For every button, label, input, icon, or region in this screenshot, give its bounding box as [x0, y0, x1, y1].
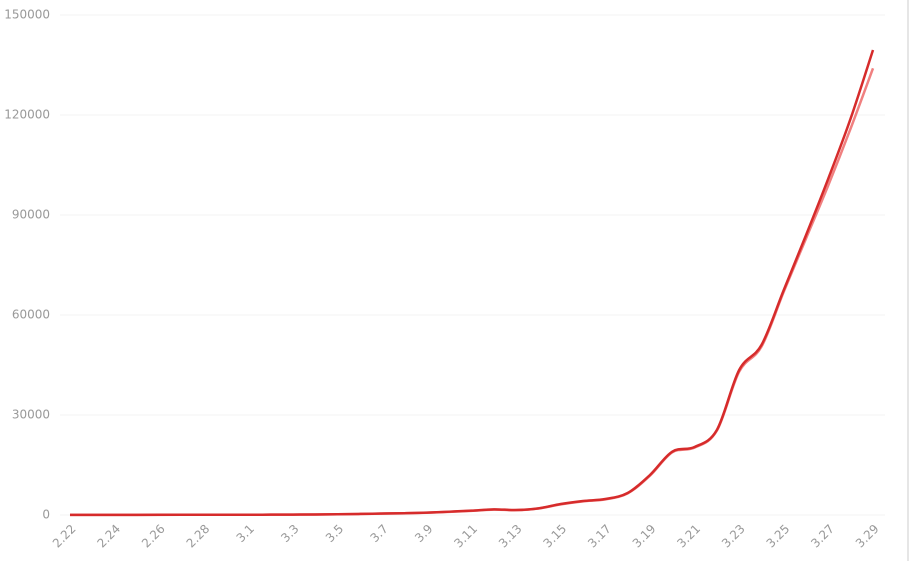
x-tick-label: 3.11 [451, 522, 480, 551]
x-tick-label: 3.17 [585, 522, 614, 551]
x-tick-label: 3.27 [808, 522, 837, 551]
series-line [69, 49, 875, 517]
y-tick-label: 150000 [4, 8, 50, 22]
y-tick-label: 60000 [12, 308, 50, 322]
x-tick-label: 2.22 [50, 522, 79, 551]
y-tick-label: 30000 [12, 408, 50, 422]
y-tick-label: 90000 [12, 208, 50, 222]
y-tick-label: 120000 [4, 108, 50, 122]
x-tick-label: 3.13 [496, 522, 525, 551]
x-tick-label: 3.15 [541, 522, 570, 551]
x-tick-label: 2.26 [139, 522, 168, 551]
x-tick-label: 3.29 [853, 522, 882, 551]
y-tick-label: 0 [42, 508, 50, 522]
x-tick-label: 3.21 [674, 522, 703, 551]
x-tick-label: 3.9 [412, 522, 435, 545]
x-tick-label: 3.5 [323, 522, 346, 545]
x-tick-label: 3.23 [719, 522, 748, 551]
x-tick-label: 2.24 [94, 522, 123, 551]
x-tick-label: 3.3 [278, 522, 301, 545]
x-tick-label: 2.28 [184, 522, 213, 551]
x-tick-label: 3.25 [764, 522, 793, 551]
series-line [69, 67, 875, 517]
x-tick-label: 3.1 [234, 522, 257, 545]
x-tick-label: 3.7 [367, 522, 390, 545]
x-tick-label: 3.19 [630, 522, 659, 551]
